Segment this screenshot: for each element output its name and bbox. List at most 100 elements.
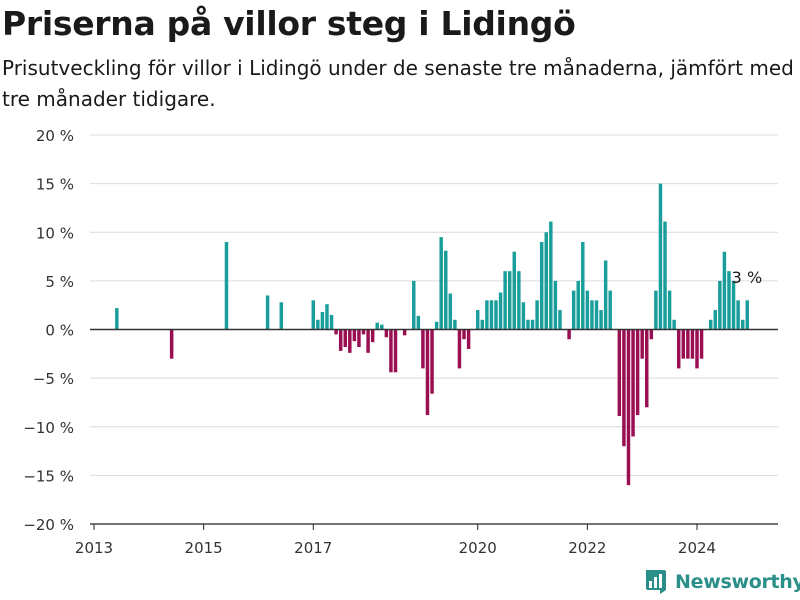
bar	[348, 329, 352, 353]
bar	[699, 329, 704, 359]
bar	[334, 329, 338, 335]
bar	[224, 241, 229, 330]
x-tick-label: 2020	[459, 539, 497, 557]
bar	[503, 271, 507, 330]
bar	[421, 329, 425, 369]
bar	[658, 183, 663, 330]
bar	[549, 221, 553, 330]
y-tick-label: −15 %	[23, 467, 74, 485]
bar	[389, 329, 393, 373]
bar	[663, 221, 667, 330]
bar	[466, 329, 471, 349]
bar	[448, 293, 453, 330]
bar	[494, 300, 498, 330]
bar	[686, 329, 690, 359]
bar	[695, 329, 699, 369]
y-tick-label: 5 %	[45, 273, 74, 291]
x-tick-label: 2013	[75, 539, 113, 557]
page-title: Priserna på villor steg i Lidingö	[2, 4, 576, 43]
bar	[338, 329, 343, 351]
bar	[654, 290, 658, 330]
y-tick-label: 15 %	[36, 176, 74, 194]
bar	[343, 329, 347, 347]
brand-name: Newsworthy	[675, 571, 800, 593]
bar	[507, 271, 512, 330]
x-axis-tick-labels: 2013 2015 2017 2020 2022 2024	[75, 524, 716, 557]
bar	[690, 329, 695, 359]
bar	[740, 319, 745, 330]
bar	[279, 302, 284, 330]
bar	[361, 329, 366, 335]
bar	[311, 300, 316, 330]
bar	[594, 300, 599, 330]
bar	[526, 319, 530, 330]
bar	[439, 237, 443, 330]
bar	[480, 319, 485, 330]
y-tick-label: −10 %	[23, 419, 74, 437]
bar	[535, 300, 539, 330]
bar	[366, 329, 370, 353]
bar	[370, 329, 375, 343]
bar	[731, 280, 736, 330]
bar	[567, 329, 571, 340]
bar	[599, 310, 603, 330]
bar	[553, 280, 558, 330]
x-axis	[90, 328, 778, 525]
bar	[571, 290, 576, 330]
bar	[375, 322, 379, 330]
bar	[498, 292, 503, 330]
bar	[576, 280, 580, 330]
bar	[539, 241, 544, 330]
bar	[416, 315, 421, 330]
bar	[713, 310, 718, 330]
bar	[645, 329, 649, 408]
bar	[320, 312, 325, 330]
y-tick-label: 10 %	[36, 224, 74, 242]
bar	[462, 329, 466, 340]
bar	[617, 329, 622, 417]
bar	[521, 302, 526, 330]
y-axis-tick-labels: −20 % −15 % −10 % −5 % 0 % 5 % 10 % 15 % 20 %	[23, 127, 74, 534]
bar	[265, 295, 270, 330]
bar	[640, 329, 644, 359]
bar	[352, 329, 357, 342]
bar	[517, 271, 521, 330]
bar	[603, 260, 608, 330]
newsworthy-logo-icon	[646, 570, 666, 594]
x-tick-label: 2015	[185, 539, 223, 557]
bar	[489, 300, 494, 330]
bar	[357, 329, 361, 347]
bar	[585, 290, 590, 330]
bar	[745, 300, 749, 330]
bar	[412, 280, 416, 330]
bar	[649, 329, 654, 340]
bar	[727, 271, 731, 330]
bar	[380, 324, 384, 330]
bar	[681, 329, 686, 359]
bar-chart: −20 % −15 % −10 % −5 % 0 % 5 % 10 % 15 % 20 % 20…	[23, 127, 778, 557]
y-tick-label: 20 %	[36, 127, 74, 145]
bar	[581, 241, 585, 330]
bar	[635, 329, 640, 416]
bar	[444, 250, 448, 330]
annotations: 3 %	[732, 268, 762, 287]
bar	[325, 304, 329, 330]
y-tick-label: −20 %	[23, 516, 74, 534]
x-tick-label: 2022	[568, 539, 606, 557]
bar	[453, 319, 457, 330]
bar	[590, 300, 594, 330]
last-value-label: 3 %	[732, 268, 762, 287]
newsworthy-brand: Newsworthy	[644, 568, 800, 596]
bar	[626, 329, 631, 486]
bar	[667, 290, 672, 330]
bar	[402, 329, 407, 336]
bar	[384, 329, 389, 338]
bar	[434, 321, 439, 330]
bar	[722, 251, 727, 330]
bar	[631, 329, 635, 437]
page-subtitle: Prisutveckling för villor i Lidingö unde…	[2, 56, 794, 111]
bar	[544, 232, 548, 330]
bar	[558, 310, 562, 330]
y-tick-label: −5 %	[33, 370, 74, 388]
bar	[708, 319, 713, 330]
